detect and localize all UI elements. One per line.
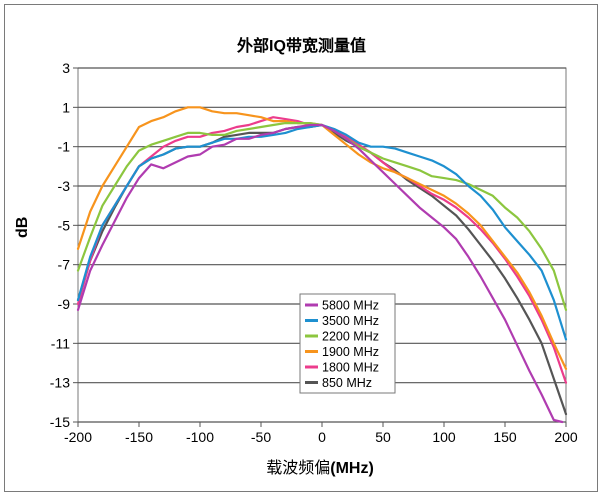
x-tick-label: -100 xyxy=(186,429,214,445)
x-tick-labels: -200 -150 -100 -50 0 50 100 150 200 xyxy=(64,429,578,445)
chart-title: 外部IQ带宽测量值 xyxy=(237,38,366,55)
y-tick-label: -1 xyxy=(58,139,71,155)
x-axis-label-unit: (MHz) xyxy=(330,460,374,477)
legend-entry: 1800 MHz xyxy=(322,361,379,375)
x-axis-label-text: 载波频偏 xyxy=(266,460,331,477)
y-tick-label: -15 xyxy=(50,414,70,430)
x-tick-label: 0 xyxy=(318,429,326,445)
y-tick-label: -3 xyxy=(58,178,71,194)
y-tick-label: -13 xyxy=(50,375,70,391)
x-tick-label: -150 xyxy=(125,429,153,445)
x-tick-label: 200 xyxy=(554,429,578,445)
legend-box xyxy=(299,293,396,394)
series-lines xyxy=(76,106,568,424)
legend-entry: 2200 MHz xyxy=(322,330,379,344)
y-tick-labels: 3 1 -1 -3 -5 -7 -9 -11 -13 -15 xyxy=(50,60,70,430)
legend-entry: 5800 MHz xyxy=(322,299,379,313)
series-line xyxy=(76,123,564,424)
legend-entry: 3500 MHz xyxy=(322,314,379,328)
y-tick-label: -9 xyxy=(58,296,71,312)
x-tick-label: 50 xyxy=(375,429,391,445)
y-tick-label: -7 xyxy=(58,257,71,273)
x-tick-label: 100 xyxy=(432,429,456,445)
y-tick-label: -11 xyxy=(51,335,70,351)
x-tick-label: -50 xyxy=(251,429,271,445)
y-tick-label: -5 xyxy=(58,217,71,233)
y-tick-label: 3 xyxy=(62,60,70,76)
x-tick-label: 150 xyxy=(493,429,517,445)
x-axis-label: 载波频偏(MHz) xyxy=(0,454,603,478)
legend-entry: 850 MHz xyxy=(322,376,372,390)
legend-entry: 1900 MHz xyxy=(322,345,379,359)
x-tick-label: -200 xyxy=(64,429,92,445)
y-tick-label: 1 xyxy=(62,99,70,115)
